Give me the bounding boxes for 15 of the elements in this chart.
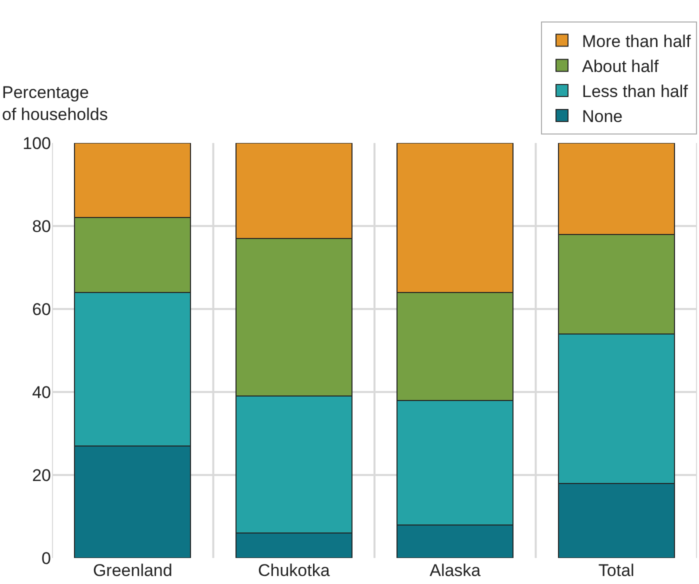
legend-label: More than half (582, 32, 691, 51)
y-tick-label: 0 (42, 548, 51, 568)
y-tick-label: 80 (32, 216, 51, 236)
x-tick-label: Greenland (92, 561, 172, 580)
y-tick-label: 20 (32, 466, 51, 485)
x-tick-label: Total (598, 561, 634, 580)
y-axis-title: Percentage of households (2, 83, 108, 124)
legend-label: Less than half (582, 82, 688, 102)
y-tick-label: 60 (32, 300, 51, 319)
y-tick-label: 40 (32, 382, 51, 402)
y-tick-label: 100 (22, 134, 51, 153)
x-tick-label: Chukotka (258, 561, 330, 580)
x-tick-label: Alaska (430, 561, 482, 580)
legend-label: None (582, 107, 623, 126)
legend-label: About half (582, 56, 659, 76)
